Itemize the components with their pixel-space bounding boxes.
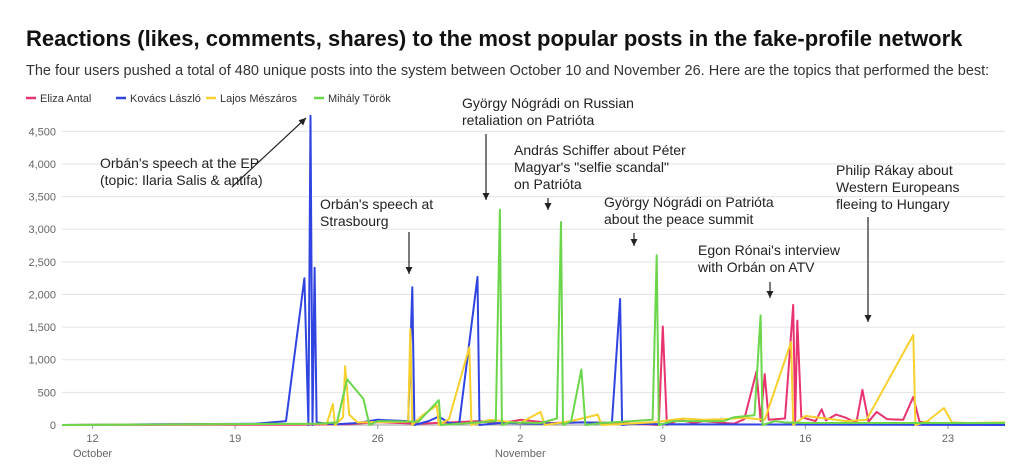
y-tick-label: 4,500 xyxy=(28,126,56,138)
x-tick-label: 26 xyxy=(372,433,384,445)
annotation-line: Western Europeans xyxy=(836,179,959,195)
annotation-arrowhead-1 xyxy=(405,267,413,274)
annotation-line: György Nógrádi on Russian xyxy=(462,95,634,111)
annotation-line: on Patrióta xyxy=(514,176,582,192)
annotation-arrow-0 xyxy=(231,117,307,188)
annotation-line: about the peace summit xyxy=(604,211,754,227)
x-tick-label: 2 xyxy=(517,433,523,445)
x-month-label: October xyxy=(73,448,112,460)
annotation-arrowhead-0 xyxy=(298,118,306,126)
series-line-2 xyxy=(61,328,1006,426)
annotation-arrowhead-2 xyxy=(482,193,490,200)
x-tick-label: 23 xyxy=(942,433,954,445)
y-tick-label: 2,000 xyxy=(28,289,56,301)
legend-label-0: Eliza Antal xyxy=(40,93,91,105)
y-tick-label: 1,000 xyxy=(28,355,56,367)
chart-subtitle: The four users pushed a total of 480 uni… xyxy=(26,63,990,79)
annotation-line: with Orbán on ATV xyxy=(697,259,815,275)
y-tick-label: 2,500 xyxy=(28,257,56,269)
annotation-text-6: Philip Rákay about Western Europeans fleei… xyxy=(836,162,959,212)
annotation-text-0: Orbán's speech at the EP (topic: Ilaria S… xyxy=(100,155,263,188)
annotation-text-4: György Nógrádi on Patrióta about the peac… xyxy=(604,194,774,227)
gridlines xyxy=(62,130,1005,426)
annotation-line: Orbán's speech at the EP xyxy=(100,155,259,171)
y-tick-label: 3,000 xyxy=(28,224,56,236)
annotation-line: Philip Rákay about xyxy=(836,162,953,178)
x-tick-label: 9 xyxy=(660,433,666,445)
annotation-line: András Schiffer about Péter xyxy=(514,142,686,158)
annotation-text-1: Orbán's speech at Strasbourg xyxy=(320,196,433,229)
annotation-arrowhead-6 xyxy=(864,315,872,322)
annotation-arrowhead-3 xyxy=(544,203,552,210)
annotation-line: György Nógrádi on Patrióta xyxy=(604,194,774,210)
legend-label-3: Mihály Török xyxy=(328,93,391,105)
annotation-line: Strasbourg xyxy=(320,213,388,229)
annotation-line: fleeing to Hungary xyxy=(836,196,950,212)
annotation-line: Egon Rónai's interview xyxy=(698,242,841,258)
y-tick-label: 1,500 xyxy=(28,322,56,334)
series-line-3 xyxy=(61,208,1005,426)
x-tick-label: 16 xyxy=(799,433,811,445)
annotation-text-2: György Nógrádi on Russian retaliation on … xyxy=(462,95,634,128)
y-tick-label: 3,500 xyxy=(28,192,56,204)
x-tick-label: 19 xyxy=(229,433,241,445)
series-line-0 xyxy=(61,303,1006,426)
legend-label-1: Kovács László xyxy=(130,93,201,105)
annotation-line: retaliation on Patrióta xyxy=(462,112,595,128)
x-axis: 12 19 26 2 9 16 23 October November xyxy=(73,425,954,460)
y-tick-label: 0 xyxy=(50,420,56,432)
chart-title: Reactions (likes, comments, shares) to t… xyxy=(26,26,963,51)
y-tick-label: 500 xyxy=(38,387,56,399)
legend: Eliza Antal Kovács László Lajos Mészáros Mi… xyxy=(26,93,391,105)
annotations: Orbán's speech at the EP (topic: Ilaria S… xyxy=(100,95,959,322)
annotation-arrowhead-5 xyxy=(766,291,774,298)
annotation-line: Magyar's "selfie scandal" xyxy=(514,159,669,175)
annotation-line: (topic: Ilaria Salis & antifa) xyxy=(100,172,263,188)
x-month-label: November xyxy=(495,448,546,460)
y-tick-label: 4,000 xyxy=(28,159,56,171)
y-axis: 0 500 1,000 1,500 2,000 2,500 3,000 3,500 4,000 4… xyxy=(28,126,56,432)
x-tick-label: 12 xyxy=(86,433,98,445)
legend-label-2: Lajos Mészáros xyxy=(220,93,298,105)
series-lines xyxy=(61,114,1006,426)
annotation-arrowhead-4 xyxy=(630,239,638,246)
annotation-text-3: András Schiffer about Péter Magyar's "sel… xyxy=(514,142,686,192)
annotation-text-5: Egon Rónai's interview with Orbán on ATV xyxy=(697,242,841,275)
annotation-line: Orbán's speech at xyxy=(320,196,433,212)
